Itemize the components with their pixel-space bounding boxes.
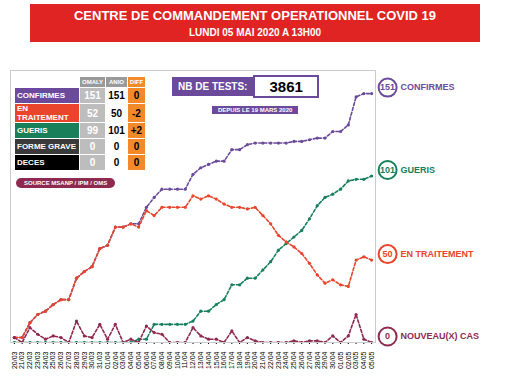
svg-text:0: 0 xyxy=(385,331,390,341)
svg-text:20/03: 20/03 xyxy=(11,351,18,369)
svg-text:101: 101 xyxy=(380,165,395,175)
svg-text:21/04: 21/04 xyxy=(259,351,266,369)
html-text:DIFF: DIFF xyxy=(129,79,144,85)
html-text:FORME GRAVE: FORME GRAVE xyxy=(17,142,76,151)
svg-text:27/04: 27/04 xyxy=(306,351,313,369)
html-text:0: 0 xyxy=(133,141,140,152)
svg-text:24/04: 24/04 xyxy=(282,351,289,369)
html-text:101: 101 xyxy=(108,125,125,136)
svg-text:15/04: 15/04 xyxy=(213,351,220,369)
html-text:-2: -2 xyxy=(132,107,141,119)
html-text:EN TRAITEMENT: EN TRAITEMENT xyxy=(17,104,69,122)
svg-text:04/04: 04/04 xyxy=(127,351,134,369)
svg-text:02/05: 02/05 xyxy=(345,351,352,369)
svg-text:11/04: 11/04 xyxy=(181,351,188,368)
html-text:0: 0 xyxy=(113,141,120,152)
svg-text:20/04: 20/04 xyxy=(251,351,258,369)
svg-text:NOUVEAU(X) CAS: NOUVEAU(X) CAS xyxy=(401,331,480,341)
html-text:50: 50 xyxy=(110,107,122,119)
svg-text:06/04: 06/04 xyxy=(143,351,150,369)
html-text:OMALY: OMALY xyxy=(82,79,104,85)
html-text:CENTRE DE COMMANDEMENT OPERATI: CENTRE DE COMMANDEMENT OPERATIONNEL COVI… xyxy=(73,8,436,23)
svg-text:01/05: 01/05 xyxy=(337,351,344,369)
html-text:3861: 3861 xyxy=(269,78,303,95)
html-text:ANIO: ANIO xyxy=(109,79,124,85)
html-text:52: 52 xyxy=(87,107,99,119)
html-text:+2: +2 xyxy=(130,125,143,136)
svg-text:25/03: 25/03 xyxy=(49,351,56,369)
svg-text:30/03: 30/03 xyxy=(88,351,95,369)
svg-text:EN TRAITEMENT: EN TRAITEMENT xyxy=(401,249,475,259)
html-text:CONFIRMES: CONFIRMES xyxy=(17,91,65,100)
svg-text:26/03: 26/03 xyxy=(57,351,64,369)
svg-text:12/04: 12/04 xyxy=(189,351,196,369)
svg-text:22/03: 22/03 xyxy=(26,351,33,369)
svg-text:28/03: 28/03 xyxy=(73,351,80,369)
svg-text:22/04: 22/04 xyxy=(267,351,274,369)
svg-text:10/04: 10/04 xyxy=(174,351,181,369)
html-text:SOURCE MSANP / IPM / OMS: SOURCE MSANP / IPM / OMS xyxy=(24,180,108,186)
html-text:0: 0 xyxy=(89,157,96,168)
svg-text:16/04: 16/04 xyxy=(220,351,227,369)
svg-text:21/03: 21/03 xyxy=(18,351,25,369)
svg-text:07/04: 07/04 xyxy=(150,351,157,369)
html-text:LUNDI 05 MAI 2020 A 13H00: LUNDI 05 MAI 2020 A 13H00 xyxy=(189,27,321,38)
html-text:99: 99 xyxy=(87,125,99,136)
html-text:0: 0 xyxy=(89,141,96,152)
svg-text:03/05: 03/05 xyxy=(352,351,359,369)
svg-text:23/03: 23/03 xyxy=(34,351,41,369)
html-text:0: 0 xyxy=(113,157,120,168)
svg-text:24/03: 24/03 xyxy=(42,351,49,369)
svg-text:25/04: 25/04 xyxy=(290,351,297,369)
svg-text:50: 50 xyxy=(383,249,393,259)
svg-text:05/05: 05/05 xyxy=(368,351,375,369)
svg-text:28/04: 28/04 xyxy=(313,351,320,369)
html-text:0: 0 xyxy=(133,90,140,101)
svg-text:17/04: 17/04 xyxy=(228,351,235,369)
html-text:151: 151 xyxy=(108,90,125,101)
svg-text:30/04: 30/04 xyxy=(329,351,336,369)
svg-text:03/04: 03/04 xyxy=(119,351,126,369)
svg-text:26/04: 26/04 xyxy=(298,351,305,369)
svg-text:31/03: 31/03 xyxy=(96,351,103,369)
svg-text:05/04: 05/04 xyxy=(135,351,142,369)
svg-text:29/04: 29/04 xyxy=(321,351,328,369)
html-text:0: 0 xyxy=(133,157,140,168)
svg-text:13/04: 13/04 xyxy=(197,351,204,369)
svg-text:14/04: 14/04 xyxy=(205,351,212,369)
svg-text:09/04: 09/04 xyxy=(166,351,173,369)
html-text:DEPUIS LE 19 MARS 2020: DEPUIS LE 19 MARS 2020 xyxy=(218,107,293,113)
svg-text:27/03: 27/03 xyxy=(65,351,72,369)
svg-text:GUERIS: GUERIS xyxy=(401,165,436,175)
html-text:GUERIS: GUERIS xyxy=(17,126,48,135)
svg-text:19/04: 19/04 xyxy=(244,351,251,369)
svg-text:18/04: 18/04 xyxy=(236,351,243,369)
svg-text:23/04: 23/04 xyxy=(275,351,282,369)
svg-text:01/04: 01/04 xyxy=(104,351,111,369)
html-text:151: 151 xyxy=(84,90,101,101)
svg-text:08/04: 08/04 xyxy=(158,351,165,369)
html-text:DECES: DECES xyxy=(17,158,45,167)
svg-text:CONFIRMES: CONFIRMES xyxy=(401,82,455,92)
svg-text:02/04: 02/04 xyxy=(112,351,119,369)
svg-text:29/03: 29/03 xyxy=(81,351,88,369)
svg-text:04/05: 04/05 xyxy=(360,351,367,369)
html-text:NB DE TESTS:: NB DE TESTS: xyxy=(178,81,248,92)
svg-text:151: 151 xyxy=(380,82,395,92)
